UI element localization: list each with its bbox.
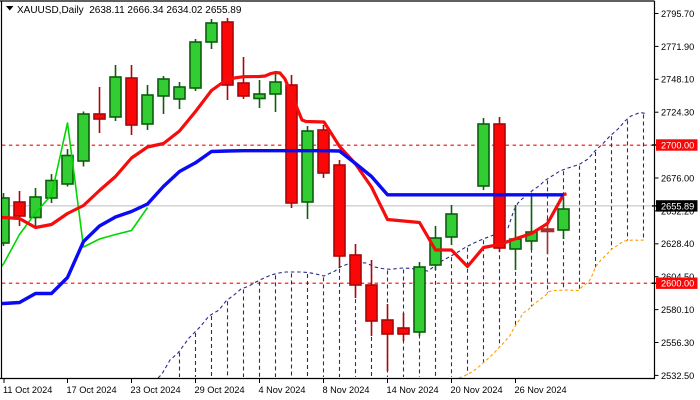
svg-text:20 Nov 2024: 20 Nov 2024 (451, 385, 503, 395)
svg-text:XAUUSD,Daily 2638.11 2666.34: XAUUSD,Daily 2638.11 2666.34 2634.02 265… (17, 5, 242, 16)
svg-text:2676.00: 2676.00 (661, 173, 694, 183)
svg-text:2748.10: 2748.10 (661, 75, 694, 85)
svg-text:2655.89: 2655.89 (661, 201, 694, 211)
svg-text:11 Oct 2024: 11 Oct 2024 (3, 385, 52, 395)
svg-text:2604.50: 2604.50 (661, 272, 694, 282)
svg-text:17 Oct 2024: 17 Oct 2024 (67, 385, 117, 395)
svg-text:2724.30: 2724.30 (661, 108, 694, 118)
svg-text:2628.40: 2628.40 (661, 239, 694, 249)
svg-text:2771.90: 2771.90 (661, 42, 694, 52)
svg-text:2532.50: 2532.50 (661, 371, 694, 381)
svg-text:4 Nov 2024: 4 Nov 2024 (259, 385, 306, 395)
svg-text:2556.30: 2556.30 (661, 338, 694, 348)
svg-text:23 Oct 2024: 23 Oct 2024 (131, 385, 181, 395)
svg-text:29 Oct 2024: 29 Oct 2024 (195, 385, 245, 395)
svg-text:14 Nov 2024: 14 Nov 2024 (387, 385, 439, 395)
svg-text:2795.70: 2795.70 (661, 9, 694, 19)
svg-text:2600.00: 2600.00 (661, 279, 694, 289)
svg-text:26 Nov 2024: 26 Nov 2024 (515, 385, 567, 395)
svg-text:8 Nov 2024: 8 Nov 2024 (323, 385, 370, 395)
svg-text:2700.00: 2700.00 (661, 140, 694, 150)
svg-text:2580.10: 2580.10 (661, 305, 694, 315)
